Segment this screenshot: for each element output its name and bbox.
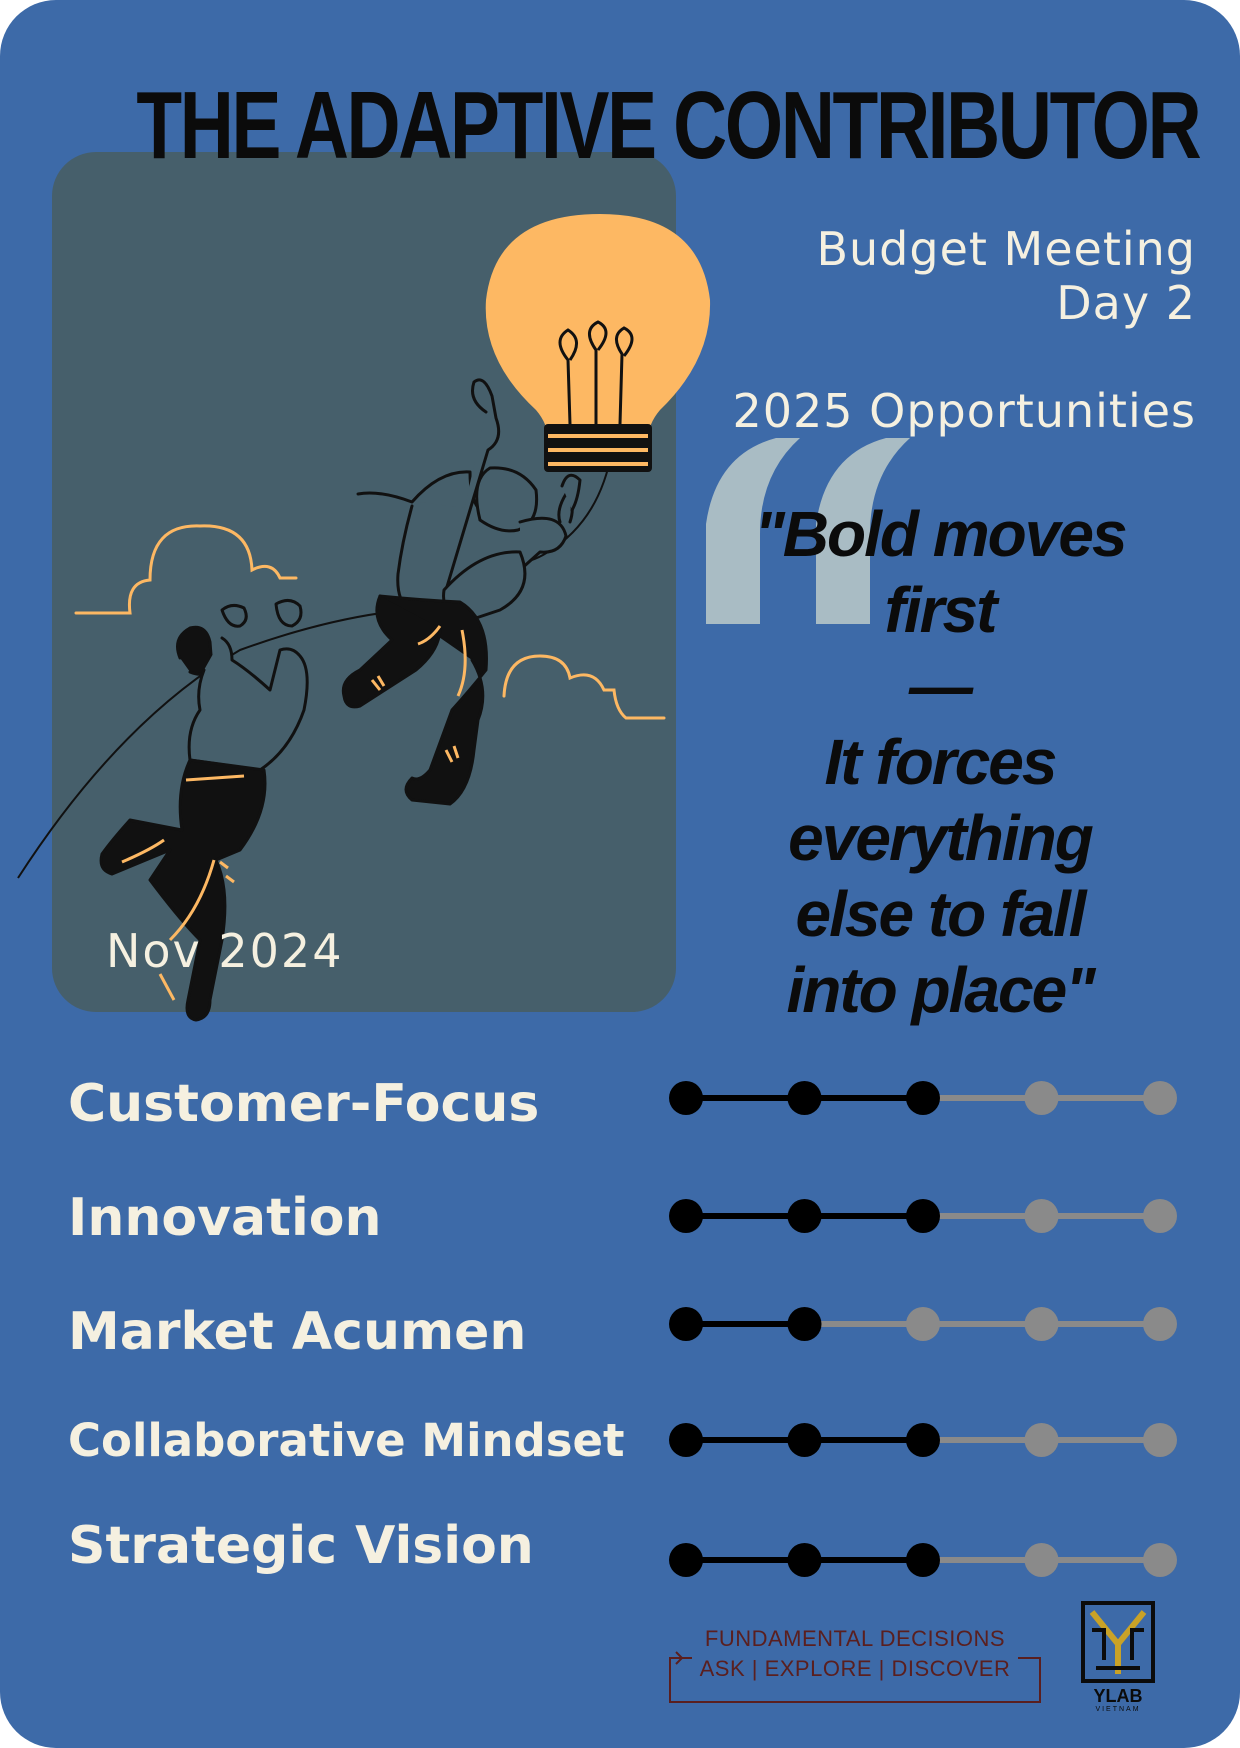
rating-dot-empty (1024, 1307, 1059, 1341)
rating-dot-empty (1143, 1543, 1177, 1577)
skill-rating-innovation (669, 1199, 1177, 1233)
rating-dot-empty (906, 1307, 940, 1341)
rating-dot-empty (1143, 1307, 1177, 1341)
skill-rating-market-acumen (669, 1307, 1177, 1341)
rating-dot-filled (906, 1423, 940, 1457)
rating-dot-empty (1024, 1423, 1059, 1457)
quote-text: "Bold moves first — It forces everything… (754, 498, 1127, 1026)
footer-line-2: ASK | EXPLORE | DISCOVER (699, 1656, 1011, 1681)
rating-dot-filled (906, 1543, 940, 1577)
ylab-logo-icon: YLAB VIETNAM (1080, 1600, 1156, 1720)
rating-dot-filled (669, 1199, 703, 1233)
skill-label-strategic-vision: Strategic Vision (68, 1516, 534, 1576)
rating-dot-empty (1024, 1199, 1059, 1233)
skill-rating-collaborative-mindset (669, 1423, 1177, 1457)
rating-dot-filled (669, 1081, 703, 1115)
people-flying-with-lightbulb-illustration (17, 214, 711, 1022)
footer-tagline: FUNDAMENTAL DECISIONS ASK | EXPLORE | DI… (668, 1616, 1042, 1706)
meeting-day: Day 2 (1056, 276, 1196, 330)
ylab-logo-mark (1081, 1601, 1155, 1683)
rating-dot-empty (1024, 1543, 1059, 1577)
rating-dot-filled (669, 1543, 703, 1577)
skill-label-collaborative-mindset: Collaborative Mindset (68, 1414, 625, 1467)
skill-rating-strategic-vision (669, 1543, 1177, 1577)
skill-label-market-acumen: Market Acumen (68, 1302, 527, 1362)
rating-dot-filled (787, 1543, 822, 1577)
quotation-mark-icon (706, 438, 910, 624)
rating-dot-filled (906, 1199, 940, 1233)
date-label: Nov 2024 (106, 924, 344, 978)
rating-dot-empty (1143, 1199, 1177, 1233)
flying-person-top (341, 378, 582, 806)
opportunities-subtitle: 2025 Opportunities (732, 384, 1196, 438)
rating-dot-filled (787, 1199, 822, 1233)
rating-dot-empty (1143, 1081, 1177, 1115)
lightbulb-icon (485, 214, 711, 472)
logo-name: YLAB (1093, 1686, 1143, 1706)
rating-dot-filled (669, 1423, 703, 1457)
rating-dot-filled (906, 1081, 940, 1115)
skill-rating-customer-focus (669, 1081, 1177, 1115)
rating-dot-filled (787, 1081, 822, 1115)
logo-subtext: VIETNAM (1095, 1706, 1141, 1713)
skill-label-customer-focus: Customer-Focus (68, 1074, 540, 1134)
meeting-info: Budget Meeting Day 2 (816, 222, 1196, 330)
running-person-bottom (99, 599, 309, 1022)
footer-bracket (669, 1651, 1041, 1703)
rating-dot-filled (787, 1423, 822, 1457)
rating-dot-empty (1143, 1423, 1177, 1457)
rating-dot-empty (1024, 1081, 1059, 1115)
rating-dot-filled (669, 1307, 703, 1341)
meeting-title: Budget Meeting (816, 222, 1196, 276)
skill-label-innovation: Innovation (68, 1188, 382, 1248)
rating-dot-filled (787, 1307, 822, 1341)
poster-title: THE ADAPTIVE CONTRIBUTOR (136, 72, 1201, 179)
footer-line-1: FUNDAMENTAL DECISIONS (704, 1626, 1006, 1651)
